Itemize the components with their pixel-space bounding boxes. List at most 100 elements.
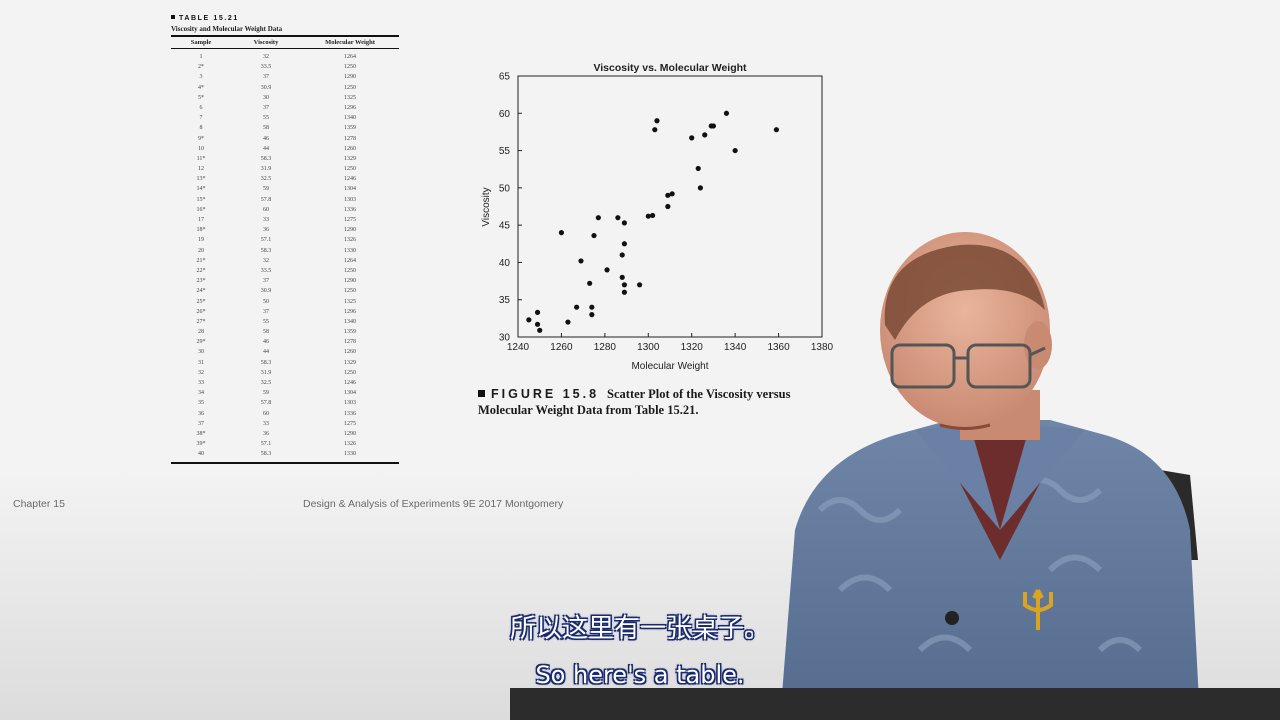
cell-molecular-weight: 1329 xyxy=(344,155,356,162)
cell-viscosity: 37 xyxy=(263,104,269,111)
chart-title: Viscosity vs. Molecular Weight xyxy=(593,62,747,74)
scatter-chart-svg: Viscosity vs. Molecular Weight Viscosity… xyxy=(481,62,834,372)
x-tick-label: 1340 xyxy=(724,342,747,353)
scatter-point xyxy=(619,274,625,280)
scatter-point xyxy=(637,282,643,288)
cell-sample: 18* xyxy=(196,227,206,234)
cell-viscosity: 60 xyxy=(263,206,269,213)
scatter-point xyxy=(621,220,627,226)
table-row: 24* 30.9 1250 xyxy=(171,286,399,296)
cell-molecular-weight: 1250 xyxy=(344,166,356,173)
cell-viscosity: 31.9 xyxy=(260,166,272,173)
scatter-point xyxy=(665,203,671,210)
scatter-point xyxy=(654,118,660,124)
cell-molecular-weight: 1340 xyxy=(344,115,356,122)
scatter-point xyxy=(526,317,532,323)
data-table: TABLE 15.21 Viscosity and Molecular Weig… xyxy=(171,14,399,464)
cell-molecular-weight: 1290 xyxy=(344,278,356,285)
scatter-chart: Viscosity vs. Molecular Weight Viscosity… xyxy=(470,55,850,380)
cell-sample: 2* xyxy=(198,64,204,71)
cell-sample: 31 xyxy=(198,359,204,366)
cell-sample: 3 xyxy=(199,74,203,81)
cell-molecular-weight: 1290 xyxy=(344,74,356,81)
scatter-point xyxy=(615,215,621,221)
cell-viscosity: 33.5 xyxy=(260,267,272,274)
cell-viscosity: 60 xyxy=(263,410,269,417)
figure-caption: FIGURE 15.8 Scatter Plot of the Viscosity… xyxy=(478,386,818,418)
table-subtitle: Viscosity and Molecular Weight Data xyxy=(171,25,283,33)
cell-viscosity: 30.9 xyxy=(260,288,272,295)
cell-molecular-weight: 1303 xyxy=(344,196,356,203)
cell-viscosity: 46 xyxy=(263,135,269,142)
table-row: 34 59 1304 xyxy=(171,388,399,398)
table-bottom-rule xyxy=(171,461,399,464)
table-row: 25* 50 1325 xyxy=(171,297,399,307)
table-row: 10 44 1260 xyxy=(171,144,399,154)
cell-sample: 40 xyxy=(198,451,204,458)
cell-sample: 17 xyxy=(198,217,204,223)
cell-molecular-weight: 1359 xyxy=(344,329,356,336)
scatter-point xyxy=(645,213,651,219)
cell-molecular-weight: 1275 xyxy=(344,420,356,427)
cell-viscosity: 44 xyxy=(263,145,269,152)
subtitle-english: So here's a table. xyxy=(535,661,745,689)
scatter-point xyxy=(591,232,597,239)
header-molecular-weight: Molecular Weight xyxy=(325,39,375,46)
cell-viscosity: 57.1 xyxy=(260,441,272,448)
table-title: TABLE 15.21 xyxy=(171,14,399,24)
cell-viscosity: 37 xyxy=(263,74,269,81)
cell-viscosity: 30.9 xyxy=(260,84,272,91)
table-row: 38* 36 1290 xyxy=(171,429,399,439)
footer-book-title: Design & Analysis of Experiments 9E 2017… xyxy=(303,498,564,510)
desk-edge xyxy=(510,688,1280,720)
y-tick-label: 35 xyxy=(499,295,511,306)
scatter-point xyxy=(669,191,675,197)
scatter-point xyxy=(589,312,595,318)
footer-chapter: Chapter 15 xyxy=(13,498,65,510)
cell-sample: 10 xyxy=(198,145,204,152)
glasses-left-lens xyxy=(890,343,956,389)
cell-molecular-weight: 1330 xyxy=(344,247,356,254)
presenter-ear xyxy=(1024,321,1052,369)
table-row: 22* 33.5 1250 xyxy=(171,266,399,276)
table-header-row: Sample Viscosity Molecular Weight xyxy=(171,37,399,48)
cell-viscosity: 32 xyxy=(263,54,269,60)
cell-sample: 24* xyxy=(196,288,206,295)
scatter-point xyxy=(595,215,601,221)
cell-molecular-weight: 1326 xyxy=(344,441,356,448)
scatter-point xyxy=(578,258,584,264)
table-row: 3 37 1290 xyxy=(171,72,399,82)
cell-molecular-weight: 1264 xyxy=(344,54,356,60)
table-row: 13* 32.5 1246 xyxy=(171,174,399,184)
scatter-point xyxy=(732,147,738,154)
scatter-point xyxy=(773,127,779,133)
plot-frame xyxy=(517,75,823,338)
scatter-point xyxy=(619,252,625,258)
cell-viscosity: 31.9 xyxy=(260,369,272,376)
table-row: 27* 55 1340 xyxy=(171,317,399,327)
scatter-point xyxy=(697,185,703,191)
cell-sample: 5* xyxy=(198,94,204,101)
scatter-point xyxy=(604,267,610,273)
cell-sample: 16* xyxy=(196,206,206,213)
cell-viscosity: 57.8 xyxy=(260,196,272,203)
glasses-right-lens xyxy=(966,343,1032,389)
scatter-point xyxy=(558,230,565,236)
cell-sample: 12 xyxy=(198,166,204,173)
scatter-point xyxy=(537,327,543,333)
table-row: 12 31.9 1250 xyxy=(171,164,399,174)
cell-sample: 20 xyxy=(198,247,204,254)
cell-sample: 6 xyxy=(199,104,203,111)
cell-viscosity: 57.8 xyxy=(260,400,272,407)
cell-sample: 30 xyxy=(198,349,204,356)
cell-sample: 39* xyxy=(196,441,206,448)
scatter-point xyxy=(650,212,656,219)
cell-molecular-weight: 1304 xyxy=(344,186,356,193)
table-row: 17 33 1275 xyxy=(171,215,399,225)
presenter-figure xyxy=(780,232,1200,720)
y-tick-label: 30 xyxy=(499,333,511,344)
cell-molecular-weight: 1290 xyxy=(344,227,356,234)
presenter-hair xyxy=(884,244,1045,340)
table-row: 40 58.3 1330 xyxy=(171,449,399,459)
